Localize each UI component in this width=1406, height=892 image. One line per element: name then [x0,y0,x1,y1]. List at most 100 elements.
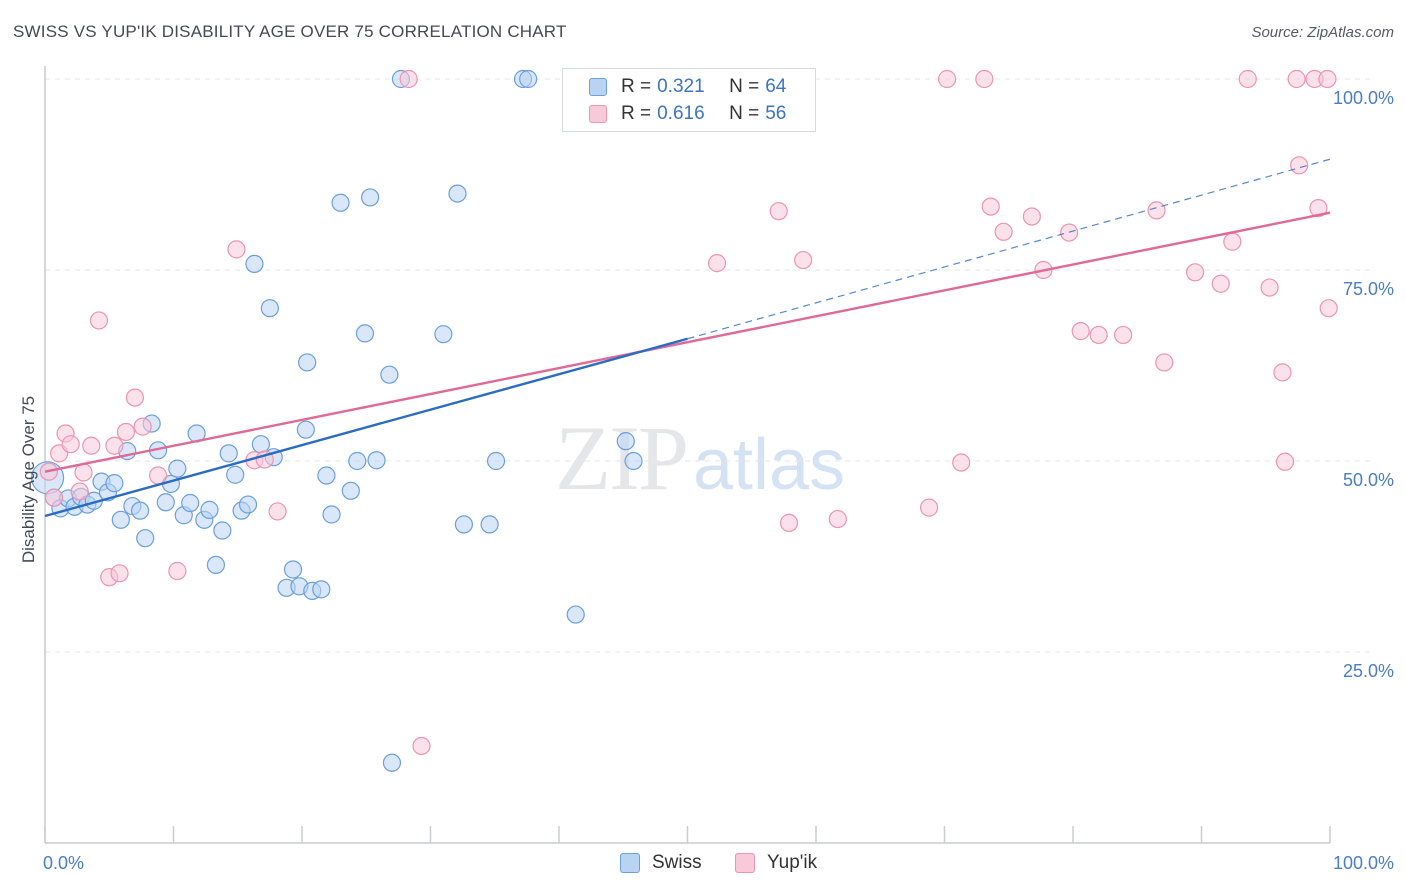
yupik-point [44,488,64,507]
swiss-point [480,515,499,534]
yupik-point [1155,353,1174,372]
swiss-point [206,555,226,575]
yupik-point [412,736,431,756]
yupik-point [105,436,124,455]
yupik-point [919,498,939,517]
yupik-swatch [589,105,607,123]
swiss-point [380,365,399,384]
yupik-point [133,417,152,436]
yupik-point [148,466,168,485]
yupik-trend-line [44,211,1331,473]
swiss-point [382,753,402,772]
swiss-point [361,188,380,207]
yupik-point [61,435,80,454]
swiss-point [298,353,317,372]
yupik-point [1238,69,1257,89]
trend-lines [44,158,1331,518]
swiss-point [348,451,367,471]
yupik-point [794,250,813,270]
yupik-point [707,254,727,273]
yupik-point [110,564,129,583]
yupik-point [116,422,136,442]
yupik-legend-swatch [735,853,755,873]
swiss-n-value: 64 [765,76,787,97]
yupik-point [1071,322,1090,341]
swiss-point [616,432,635,451]
swiss-point [566,605,585,624]
yupik-point [769,202,788,221]
yupik-point [1185,263,1205,282]
yupik-point [168,561,187,581]
swiss-point [111,510,130,529]
swiss-point [624,451,643,471]
watermark-atlas: atlas [693,425,846,505]
swiss-point [213,521,232,540]
legend-row-swiss: R = 0.321 N = 64 [589,76,786,98]
swiss-trend-extension [687,158,1331,340]
swiss-point [200,500,219,519]
y-tick-label: 25.0% [1343,661,1394,681]
swiss-points [30,69,643,772]
yupik-point [1147,201,1166,220]
axes [44,66,1331,844]
y-tick-label: 50.0% [1343,470,1394,490]
yupik-r-value: 0.616 [657,103,705,124]
yupik-point [1319,299,1338,318]
yupik-point [1089,325,1108,345]
swiss-point [296,420,315,439]
swiss-point [245,254,264,273]
swiss-point [181,493,200,513]
yupik-point [994,222,1013,241]
yupik-point [74,463,93,482]
swiss-point [519,69,538,89]
yupik-point [975,69,994,89]
tick-labels: 25.0% 50.0% 75.0% 100.0% 0.0% 100.0% Disabilit… [19,88,1394,873]
chart-title: SWISS VS YUP'IK DISABILITY AGE OVER 75 C… [13,22,567,41]
swiss-point [238,495,258,514]
yupik-point [1273,363,1292,382]
swiss-swatch [589,78,607,96]
swiss-point [219,444,238,463]
yupik-point [1022,207,1041,226]
swiss-point [168,459,187,478]
swiss-point [317,466,336,485]
legend-item-yupik: Yup'ik [735,852,817,874]
yupik-point [1290,156,1309,175]
swiss-point [454,515,474,534]
yupik-point [828,509,847,529]
correlation-legend: R = 0.321 N = 64 R = 0.616 N = 56 [562,68,816,132]
yupik-point [1223,232,1242,251]
swiss-point [355,324,375,343]
yupik-point [227,240,246,259]
swiss-point [105,474,124,493]
yupik-point [937,69,957,89]
yupik-point [82,436,101,455]
swiss-point [331,193,350,212]
yupik-point [70,482,89,501]
yupik-point [1260,278,1279,297]
legend-item-swiss: Swiss [620,852,702,874]
source-label: Source: ZipAtlas.com [1251,24,1394,41]
yupik-point [981,197,1000,216]
swiss-point [312,580,331,599]
y-tick-label: 75.0% [1343,279,1394,299]
yupik-point [268,502,287,521]
swiss-legend-label: Swiss [652,852,702,873]
yupik-n-value: 56 [765,103,787,124]
watermark-zip: ZIP [555,407,689,509]
yupik-point [1318,69,1337,89]
swiss-point [136,529,155,548]
swiss-n-label: N = [729,76,760,97]
yupik-point [125,388,145,407]
swiss-point [283,560,303,579]
swiss-point [260,299,279,318]
swiss-point [486,451,506,471]
yupik-r-label: R = [621,103,652,124]
swiss-point [226,465,245,484]
swiss-point [367,451,386,470]
swiss-point [434,325,453,344]
swiss-point [322,505,341,524]
y-axis-title: Disability Age Over 75 [19,396,38,563]
yupik-point [399,69,418,89]
